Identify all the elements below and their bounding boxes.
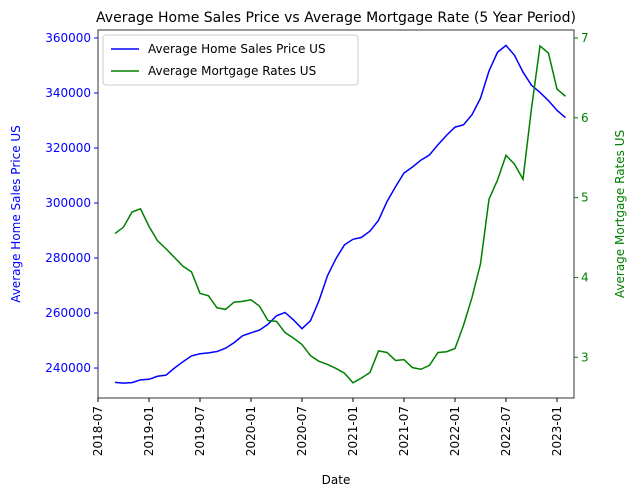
- y2-tick-label: 4: [581, 270, 589, 284]
- x-tick-label: 2020-07: [295, 406, 309, 456]
- x-tick-label: 2018-07: [91, 406, 105, 456]
- y2-tick-label: 7: [581, 31, 589, 45]
- x-tick-label: 2022-07: [499, 406, 513, 456]
- x-tick-label: 2022-01: [448, 406, 462, 456]
- y-tick-label: 260000: [45, 306, 91, 320]
- x-axis-label: Date: [322, 473, 351, 487]
- legend-label: Average Home Sales Price US: [148, 42, 326, 56]
- y2-tick-label: 6: [581, 111, 589, 125]
- y-axis-label: Average Home Sales Price US: [9, 125, 23, 303]
- x-tick-label: 2021-07: [397, 406, 411, 456]
- y2-axis-label: Average Mortgage Rates US: [613, 130, 627, 298]
- chart-title: Average Home Sales Price vs Average Mort…: [96, 10, 576, 26]
- y-tick-label: 240000: [45, 361, 91, 375]
- data-line: [114, 44, 566, 384]
- y-tick-label: 360000: [45, 31, 91, 45]
- y-tick-label: 300000: [45, 196, 91, 210]
- x-tick-label: 2019-07: [193, 406, 207, 456]
- y2-tick-label: 5: [581, 191, 589, 205]
- plot-frame: [97, 29, 575, 399]
- x-tick-label: 2019-01: [142, 406, 156, 456]
- data-line: [114, 44, 566, 384]
- y-tick-label: 340000: [45, 86, 91, 100]
- x-tick-label: 2020-01: [244, 406, 258, 456]
- y-tick-label: 280000: [45, 251, 91, 265]
- y2-tick-label: 3: [581, 350, 589, 364]
- y-tick-label: 320000: [45, 141, 91, 155]
- legend-label: Average Mortgage Rates US: [148, 64, 316, 78]
- x-tick-label: 2023-01: [550, 406, 564, 456]
- legend-box: [102, 34, 359, 86]
- x-tick-label: 2021-01: [346, 406, 360, 456]
